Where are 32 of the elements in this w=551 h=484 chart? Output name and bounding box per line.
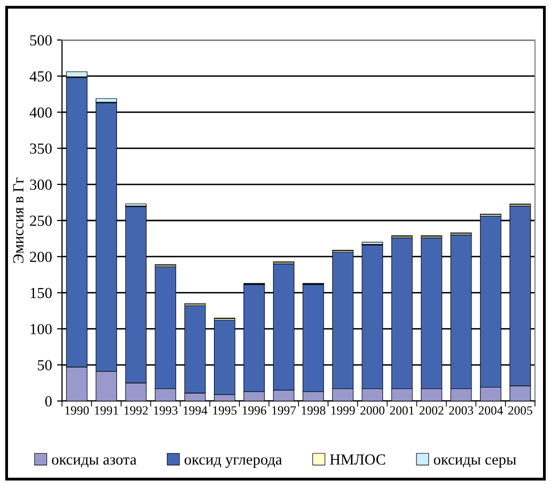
x-tick-label: 2002: [420, 406, 444, 415]
x-tick-label: 1990: [65, 406, 89, 415]
y-tick-label: 150: [30, 288, 52, 298]
x-tick-label: 1993: [154, 406, 178, 415]
x-tick-label: 1995: [213, 406, 237, 415]
x-tick-label: 2000: [360, 406, 384, 415]
y-tick-label: 200: [30, 252, 52, 262]
y-tick-label: 100: [30, 324, 52, 334]
y-tick-label: 350: [30, 143, 52, 154]
x-tick-label: 1996: [242, 406, 266, 415]
legend-label: оксиды азота: [52, 457, 136, 468]
legend-label: НМЛОС: [330, 454, 386, 465]
x-tick-label: 1991: [94, 406, 118, 415]
x-tick-label: 2005: [508, 406, 532, 415]
y-tick-label: 0: [45, 396, 52, 406]
x-tick-label: 1999: [331, 406, 355, 415]
x-tick-label: 2001: [390, 406, 414, 415]
y-tick-label: 450: [30, 71, 52, 82]
x-tick-label: 2003: [449, 406, 474, 415]
y-tick-label: 300: [30, 180, 52, 190]
legend-label: оксид углерода: [184, 457, 282, 468]
x-tick-label: 1998: [302, 406, 326, 415]
legend-label: оксиды серы: [434, 457, 516, 468]
y-tick-label: 250: [30, 216, 52, 226]
x-tick-label: 1997: [272, 406, 296, 415]
y-tick-label: 50: [38, 360, 52, 370]
y-tick-label: 500: [30, 35, 52, 46]
y-tick-label: 400: [30, 107, 52, 118]
x-tick-label: 1994: [184, 406, 208, 415]
y-axis-title: Эмиссия в Гг: [13, 178, 24, 263]
x-tick-label: 1992: [124, 406, 148, 415]
x-tick-label: 2004: [478, 406, 503, 415]
